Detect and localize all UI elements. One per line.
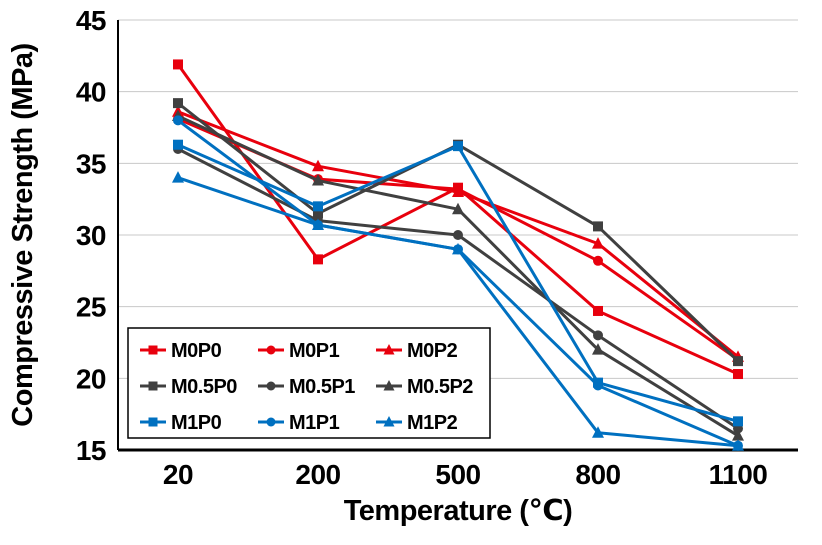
square-marker — [313, 201, 323, 212]
legend-item-M1P1: M1P1 — [258, 412, 340, 434]
circle-marker — [593, 380, 603, 391]
legend-item-M0.5P2: M0.5P2 — [376, 376, 474, 398]
square-marker — [593, 305, 603, 316]
legend-label-M0P2: M0P2 — [407, 340, 458, 362]
square-marker — [733, 369, 743, 380]
tick-labels: 15 20 25 30 35 40 45 20 200 500 800 1100 — [76, 5, 768, 490]
triangle-marker — [383, 380, 395, 391]
triangle-marker — [592, 343, 604, 355]
legend-label-M0P1: M0P1 — [289, 340, 340, 362]
y-tick-35: 35 — [76, 148, 106, 179]
square-marker — [313, 208, 323, 219]
x-tick-1100: 1100 — [709, 459, 768, 490]
legend-item-M1P2: M1P2 — [376, 412, 458, 434]
triangle-marker — [592, 237, 604, 249]
legend-label-M0.5P1: M0.5P1 — [289, 376, 355, 398]
legend-label-M1P0: M1P0 — [171, 412, 222, 434]
axes — [117, 20, 798, 452]
legend-item-M0P0: M0P0 — [140, 340, 222, 362]
square-marker — [593, 221, 603, 232]
triangle-marker — [592, 426, 604, 438]
triangle-marker — [312, 218, 324, 230]
x-tick-20: 20 — [163, 459, 193, 490]
x-tick-500: 500 — [435, 459, 480, 490]
x-axis-label: Temperature (℃) — [344, 495, 573, 527]
triangle-marker — [312, 174, 324, 186]
triangle-marker — [452, 202, 464, 215]
triangle-marker — [732, 439, 744, 451]
legend-box — [127, 327, 491, 439]
square-marker — [733, 356, 743, 367]
circle-marker — [593, 330, 603, 341]
square-marker — [173, 139, 183, 150]
triangle-marker — [452, 185, 464, 197]
triangle-marker — [732, 429, 744, 441]
triangle-marker — [452, 242, 464, 255]
legend-label-M0P0: M0P0 — [171, 340, 222, 362]
y-tick-30: 30 — [76, 220, 106, 251]
legend-label-M0.5P0: M0.5P0 — [171, 376, 237, 398]
square-marker — [313, 254, 323, 265]
circle-marker — [453, 230, 463, 240]
legend-item-M0.5P1: M0.5P1 — [258, 376, 356, 398]
circle-marker — [173, 115, 183, 126]
square-marker — [733, 416, 743, 427]
y-tick-20: 20 — [76, 363, 106, 394]
x-tick-800: 800 — [575, 459, 620, 490]
series-M1P2 — [172, 171, 744, 451]
legend-label-M1P1: M1P1 — [289, 412, 340, 434]
y-tick-45: 45 — [76, 5, 106, 36]
square-marker — [148, 381, 158, 391]
circle-marker — [266, 381, 276, 391]
legend-item-M0P2: M0P2 — [376, 340, 458, 362]
y-tick-40: 40 — [76, 77, 106, 108]
triangle-marker — [383, 416, 395, 427]
legend-label-M0.5P2: M0.5P2 — [407, 376, 473, 398]
triangle-marker — [172, 171, 184, 183]
square-marker — [173, 59, 183, 70]
square-marker — [173, 98, 183, 109]
legend: M0P0 M0P1 M0P2 M0.5P0 M0.5P1 M0.5P2 M1P0 M1P1 M1… — [127, 327, 491, 439]
legend-label-M1P2: M1P2 — [407, 412, 458, 434]
triangle-marker — [312, 159, 324, 172]
y-tick-15: 15 — [76, 435, 106, 466]
circle-marker — [266, 417, 276, 427]
y-axis-label: Compressive Strength (MPa) — [7, 43, 39, 426]
square-marker — [148, 417, 158, 427]
triangle-marker — [383, 344, 395, 355]
series-M0.5P2 — [172, 109, 744, 441]
legend-item-M1P0: M1P0 — [140, 412, 222, 434]
circle-marker — [266, 345, 276, 355]
x-tick-200: 200 — [295, 459, 340, 490]
square-marker — [453, 141, 463, 152]
series-M0P2 — [172, 105, 744, 362]
square-marker — [148, 345, 158, 355]
y-tick-25: 25 — [76, 292, 106, 323]
legend-item-M0P1: M0P1 — [258, 340, 340, 362]
circle-marker — [593, 255, 603, 266]
legend-item-M0.5P0: M0.5P0 — [140, 376, 238, 398]
